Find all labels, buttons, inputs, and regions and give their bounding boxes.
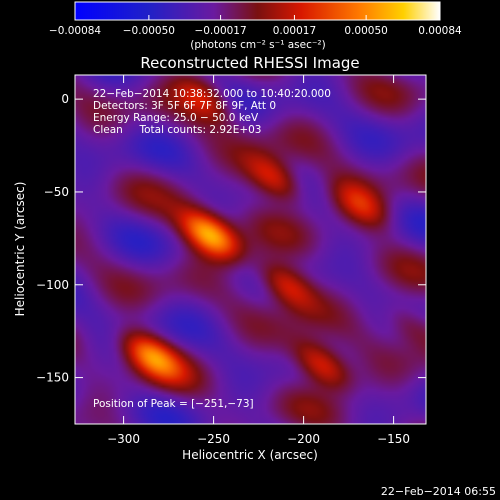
colorbar-tick-label: −0.00017 — [194, 25, 246, 37]
axis-ticks: −300 −250 −200 −150 0 −50 −100 −150 — [36, 75, 426, 446]
y-tick-label: −50 — [44, 185, 69, 199]
colorbar-tick-label: −0.00050 — [123, 25, 175, 37]
peak-position-label: Position of Peak = [−251,−73] — [93, 398, 254, 410]
x-tick-label: −150 — [377, 432, 410, 446]
plot-frame — [74, 74, 427, 425]
colorbar-tick-label: 0.00050 — [344, 25, 387, 37]
plot-area: −300 −250 −200 −150 0 −50 −100 −150 22−Feb−2014… — [36, 74, 427, 446]
x-axis-label: Heliocentric X (arcsec) — [182, 448, 318, 462]
colorbar-label: (photons cm⁻² s⁻¹ asec⁻²) — [190, 39, 325, 51]
annotation-detectors: Detectors: 3F 5F 6F 7F 8F 9F, Att 0 — [93, 100, 276, 112]
colorbar-tick-label: −0.00084 — [49, 25, 102, 37]
annotation-energy: Energy Range: 25.0 − 50.0 keV — [93, 112, 259, 124]
colorbar-ticks: −0.00084 −0.00050 −0.00017 0.00017 0.00050 0.… — [49, 15, 462, 37]
annotation-block: 22−Feb−2014 10:38:32.000 to 10:40:20.000… — [93, 88, 331, 136]
x-tick-label: −200 — [287, 432, 320, 446]
y-axis-label: Heliocentric Y (arcsec) — [13, 182, 27, 317]
heatmap-image — [75, 75, 426, 424]
annotation-clean: Clean Total counts: 2.92E+03 — [93, 124, 262, 136]
x-tick-label: −300 — [107, 432, 140, 446]
colorbar-tick-label: 0.00017 — [273, 25, 316, 37]
chart-title: Reconstructed RHESSI Image — [140, 54, 359, 72]
y-tick-label: −100 — [36, 278, 69, 292]
colorbar-tick-label: 0.00084 — [418, 25, 462, 37]
footer-timestamp: 22−Feb−2014 06:55 — [381, 485, 496, 498]
colorbar — [74, 1, 441, 21]
y-tick-label: −150 — [36, 371, 69, 385]
x-tick-label: −250 — [197, 432, 230, 446]
annotation-time: 22−Feb−2014 10:38:32.000 to 10:40:20.000 — [93, 88, 331, 100]
y-tick-label: 0 — [61, 92, 69, 106]
